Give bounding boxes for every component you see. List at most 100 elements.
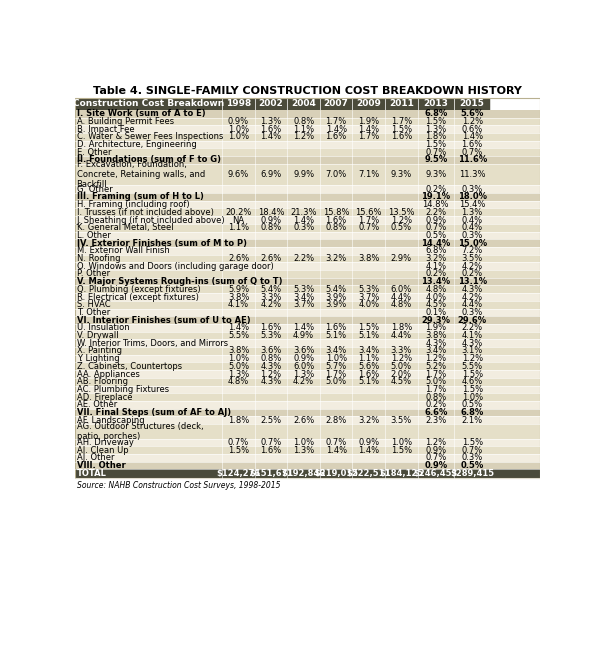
Text: Y. Lighting: Y. Lighting: [77, 354, 119, 363]
Text: AH. Driveway: AH. Driveway: [77, 438, 133, 447]
Text: 4.1%: 4.1%: [425, 261, 446, 271]
Text: 1.4%: 1.4%: [326, 446, 347, 455]
Text: U. Insulation: U. Insulation: [77, 323, 129, 333]
Bar: [75, 232, 540, 239]
Text: 13.5%: 13.5%: [388, 208, 415, 217]
Bar: [75, 355, 540, 362]
Bar: [75, 417, 540, 424]
Text: 15.6%: 15.6%: [355, 208, 382, 217]
Text: 5.6%: 5.6%: [358, 362, 379, 371]
Text: 3.5%: 3.5%: [461, 254, 483, 263]
Text: 5.3%: 5.3%: [358, 285, 379, 294]
Text: G. Other: G. Other: [77, 185, 112, 194]
Text: 3.2%: 3.2%: [326, 254, 347, 263]
Text: 3.8%: 3.8%: [358, 254, 379, 263]
Bar: [385, 97, 418, 110]
Text: 3.4%: 3.4%: [358, 346, 379, 355]
Text: 0.2%: 0.2%: [425, 185, 446, 194]
Text: 0.7%: 0.7%: [228, 438, 249, 447]
Text: 1.3%: 1.3%: [260, 117, 282, 126]
Text: 5.1%: 5.1%: [358, 331, 379, 340]
Text: P. Other: P. Other: [77, 269, 110, 278]
Bar: [75, 185, 540, 193]
Text: NA: NA: [232, 216, 245, 224]
Text: 5.5%: 5.5%: [461, 362, 483, 371]
Text: 1.9%: 1.9%: [425, 323, 446, 333]
Bar: [75, 409, 540, 417]
Text: 5.3%: 5.3%: [293, 285, 314, 294]
Text: AC. Plumbing Fixtures: AC. Plumbing Fixtures: [77, 385, 169, 394]
Text: O. Windows and Doors (including garage door): O. Windows and Doors (including garage d…: [77, 261, 274, 271]
Bar: [75, 424, 540, 439]
Text: 0.3%: 0.3%: [461, 308, 483, 317]
Text: 6.6%: 6.6%: [424, 408, 448, 417]
Text: 1.5%: 1.5%: [228, 446, 249, 455]
Text: 5.0%: 5.0%: [425, 377, 446, 386]
Bar: [75, 347, 540, 355]
Text: 2.1%: 2.1%: [461, 416, 483, 425]
Text: 5.4%: 5.4%: [260, 285, 281, 294]
Text: 3.8%: 3.8%: [228, 292, 249, 302]
Text: 1.5%: 1.5%: [461, 370, 483, 378]
Text: 0.5%: 0.5%: [391, 223, 412, 233]
Bar: [222, 97, 255, 110]
Text: 5.9%: 5.9%: [228, 285, 249, 294]
Text: 3.2%: 3.2%: [425, 254, 446, 263]
Text: 5.5%: 5.5%: [228, 331, 249, 340]
Text: 0.9%: 0.9%: [425, 216, 446, 224]
Text: III. Framing (sum of H to L): III. Framing (sum of H to L): [77, 192, 203, 202]
Text: 2.9%: 2.9%: [391, 254, 412, 263]
Text: X. Painting: X. Painting: [77, 346, 122, 355]
Text: 1.0%: 1.0%: [461, 392, 483, 402]
Text: 1.2%: 1.2%: [260, 370, 281, 378]
Text: 4.1%: 4.1%: [228, 300, 249, 309]
Text: 3.2%: 3.2%: [358, 416, 379, 425]
Text: D. Architecture, Engineering: D. Architecture, Engineering: [77, 140, 196, 149]
Text: 2.8%: 2.8%: [326, 416, 347, 425]
Text: 2011: 2011: [389, 99, 414, 108]
Text: $184,125: $184,125: [379, 470, 424, 478]
Text: Source: NAHB Construction Cost Surveys, 1998-2015: Source: NAHB Construction Cost Surveys, …: [77, 480, 280, 490]
Text: 1.4%: 1.4%: [326, 124, 347, 134]
Bar: [75, 286, 540, 293]
Text: 9.6%: 9.6%: [228, 170, 249, 179]
Text: 7.1%: 7.1%: [358, 170, 379, 179]
Text: 1.5%: 1.5%: [425, 117, 446, 126]
Text: 5.7%: 5.7%: [326, 362, 347, 371]
Text: 0.8%: 0.8%: [293, 117, 314, 126]
Text: 1.6%: 1.6%: [260, 446, 282, 455]
Text: 5.3%: 5.3%: [260, 331, 282, 340]
Bar: [75, 133, 540, 140]
Text: 1.7%: 1.7%: [425, 370, 446, 378]
Bar: [75, 164, 540, 185]
Text: IV. Exterior Finishes (sum of M to P): IV. Exterior Finishes (sum of M to P): [77, 239, 247, 247]
Text: 4.8%: 4.8%: [425, 285, 446, 294]
Text: 5.0%: 5.0%: [391, 362, 412, 371]
Text: 0.6%: 0.6%: [461, 124, 483, 134]
Text: 9.9%: 9.9%: [293, 170, 314, 179]
Text: AI. Clean Up: AI. Clean Up: [77, 446, 128, 455]
Text: AE. Other: AE. Other: [77, 401, 117, 409]
Text: 3.4%: 3.4%: [326, 346, 347, 355]
Text: 1.4%: 1.4%: [358, 124, 379, 134]
Text: 0.9%: 0.9%: [425, 446, 446, 455]
Text: 1.6%: 1.6%: [326, 323, 347, 333]
Text: 0.7%: 0.7%: [425, 148, 446, 157]
Text: 1.1%: 1.1%: [293, 124, 314, 134]
Text: 2.6%: 2.6%: [228, 254, 249, 263]
Text: $246,453: $246,453: [413, 470, 458, 478]
Text: 0.3%: 0.3%: [461, 231, 483, 240]
Text: 0.2%: 0.2%: [425, 269, 446, 278]
Text: 13.1%: 13.1%: [458, 277, 487, 286]
Text: 1.4%: 1.4%: [260, 132, 281, 141]
Text: 1.5%: 1.5%: [391, 124, 412, 134]
Text: 1.0%: 1.0%: [228, 132, 249, 141]
Text: N. Roofing: N. Roofing: [77, 254, 120, 263]
Text: 21.3%: 21.3%: [290, 208, 317, 217]
Text: 13.4%: 13.4%: [421, 277, 451, 286]
Bar: [352, 97, 385, 110]
Text: AB. Flooring: AB. Flooring: [77, 377, 128, 386]
Text: 0.8%: 0.8%: [326, 223, 347, 233]
Text: 0.2%: 0.2%: [461, 269, 483, 278]
Text: 1.3%: 1.3%: [293, 446, 314, 455]
